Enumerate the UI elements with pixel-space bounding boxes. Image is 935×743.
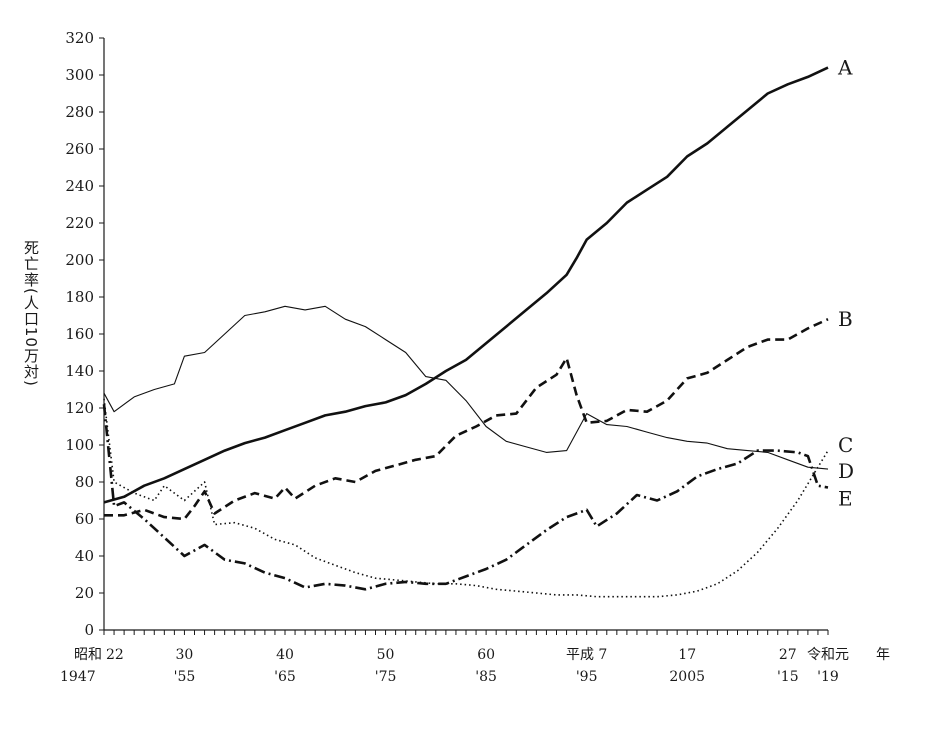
- x-tick-era-label: 50: [377, 647, 395, 663]
- y-tick-label: 60: [75, 510, 94, 528]
- y-tick-label: 180: [65, 288, 94, 306]
- x-tick-year-label: '85: [475, 669, 497, 685]
- y-tick-label: 260: [65, 140, 94, 158]
- x-tick-era-label: 40: [276, 647, 294, 663]
- x-tick-era-label: 22: [106, 647, 124, 663]
- y-tick-label: 320: [65, 29, 94, 47]
- series-label-b: B: [838, 307, 853, 331]
- x-tick-era-label: 30: [176, 647, 194, 663]
- series-label-c: C: [838, 433, 853, 457]
- x-tick-era-label: 令和元: [807, 647, 849, 663]
- y-tick-label: 80: [75, 473, 94, 491]
- x-tick-era-label: 27: [779, 647, 797, 663]
- series-line-b: [104, 318, 829, 521]
- y-tick-label: 140: [65, 362, 94, 380]
- series-labels: A B CDE: [837, 56, 854, 511]
- x-tick-era-label: 17: [678, 647, 696, 663]
- y-tick-label: 220: [65, 214, 94, 232]
- series-label-a: A: [837, 56, 853, 80]
- y-axis-ticks: 0 20 40 60 80 100 120 140 160 180 200 220 240 260 280 3…: [65, 29, 104, 639]
- x-tick-era-prefix: 昭和: [74, 647, 102, 663]
- x-tick-year-label: '75: [375, 669, 397, 685]
- y-tick-label: 0: [84, 621, 94, 639]
- axes: [103, 38, 828, 631]
- y-tick-label: 100: [65, 436, 94, 454]
- x-tick-era-label: 60: [477, 647, 495, 663]
- y-tick-label: 20: [75, 584, 94, 602]
- y-tick-label: 300: [65, 66, 94, 84]
- x-tick-year-label: 2005: [669, 669, 705, 685]
- x-tick-year-label: '15: [777, 669, 799, 685]
- y-tick-label: 240: [65, 177, 94, 195]
- x-tick-year-label: '65: [274, 669, 296, 685]
- y-tick-label: 120: [65, 399, 94, 417]
- series-line-a: [103, 66, 829, 504]
- series-label-d: D: [838, 459, 854, 483]
- x-axis-ticks: 昭和 22 1947 30 '55 40 '65 50 '75 60 '85 平成 7 '95 17 200…: [60, 630, 890, 685]
- series-line-e: [102, 404, 829, 591]
- x-tick-year-label: 1947: [60, 669, 96, 685]
- series-line-d: [103, 305, 829, 470]
- y-tick-label: 40: [75, 547, 94, 565]
- y-tick-label: 200: [65, 251, 94, 269]
- series-line-c: [103, 398, 829, 598]
- y-tick-label: 160: [65, 325, 94, 343]
- x-tick-year-label: '95: [576, 669, 598, 685]
- series-lines: [102, 66, 829, 598]
- y-axis-title: 死亡率(人口10万対): [22, 240, 40, 387]
- x-axis-unit-label: 年: [876, 647, 890, 663]
- x-tick-year-label: '19: [817, 669, 839, 685]
- x-tick-era-label: 平成 7: [566, 647, 607, 663]
- x-tick-year-label: '55: [174, 669, 196, 685]
- y-tick-label: 280: [65, 103, 94, 121]
- series-label-e: E: [838, 487, 853, 511]
